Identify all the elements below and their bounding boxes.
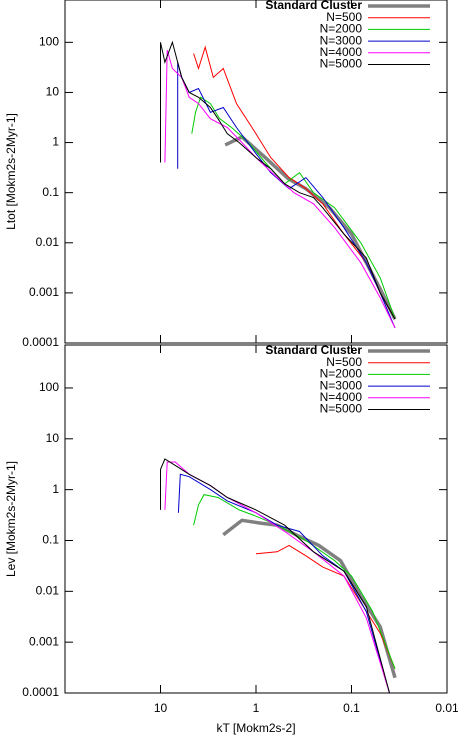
x-tick-label: 1 bbox=[253, 701, 260, 715]
data-line bbox=[222, 518, 397, 679]
data-line bbox=[160, 40, 396, 320]
data-line bbox=[177, 62, 396, 329]
y-tick-label: 0.01 bbox=[36, 235, 60, 249]
data-line bbox=[193, 494, 396, 669]
y-tick-label: 0.1 bbox=[42, 185, 59, 199]
legend-label: N=5000 bbox=[320, 57, 363, 71]
y-tick-label: 10 bbox=[46, 431, 60, 445]
legend-label: Standard Cluster bbox=[265, 0, 362, 12]
y-tick-label: 0.001 bbox=[29, 634, 59, 648]
data-line bbox=[255, 544, 396, 669]
y-tick-label: 0.001 bbox=[29, 285, 59, 299]
data-line bbox=[177, 473, 390, 694]
plot-frame bbox=[64, 0, 448, 344]
legend-label: N=2000 bbox=[320, 22, 363, 36]
legend-label: N=5000 bbox=[320, 402, 363, 416]
data-line bbox=[164, 461, 390, 694]
y-tick-label: 0.0001 bbox=[22, 335, 59, 349]
plot-frame bbox=[64, 344, 448, 694]
legend-label: N=500 bbox=[326, 10, 362, 24]
x-axis-label: kT [Mokm2s-2] bbox=[216, 721, 295, 735]
legend-label: N=500 bbox=[326, 355, 362, 369]
data-line bbox=[160, 458, 390, 694]
legend-label: N=3000 bbox=[320, 33, 363, 47]
y-tick-label: 0.1 bbox=[42, 533, 59, 547]
y-axis-label: Lev [Mokm2s-2Myr-1] bbox=[4, 461, 18, 577]
data-line bbox=[164, 49, 396, 329]
legend-label: N=4000 bbox=[320, 390, 363, 404]
y-tick-label: 1 bbox=[52, 482, 59, 496]
data-line bbox=[224, 134, 397, 320]
y-tick-label: 1 bbox=[52, 135, 59, 149]
x-tick-label: 0.1 bbox=[343, 701, 360, 715]
x-tick-label: 0.01 bbox=[435, 701, 458, 715]
data-line bbox=[191, 96, 396, 320]
legend-label: N=3000 bbox=[320, 378, 363, 392]
legend-label: N=2000 bbox=[320, 367, 363, 381]
y-tick-label: 10 bbox=[46, 85, 60, 99]
legend-label: Standard Cluster bbox=[265, 343, 362, 357]
y-tick-label: 100 bbox=[39, 35, 59, 49]
x-tick-label: 10 bbox=[154, 701, 168, 715]
y-tick-label: 0.01 bbox=[36, 583, 60, 597]
data-line bbox=[193, 45, 396, 320]
legend-label: N=4000 bbox=[320, 45, 363, 59]
y-axis-label: Ltot [Mokm2s-2Myr-1] bbox=[4, 113, 18, 230]
y-tick-label: 0.0001 bbox=[22, 685, 59, 699]
y-tick-label: 100 bbox=[39, 380, 59, 394]
